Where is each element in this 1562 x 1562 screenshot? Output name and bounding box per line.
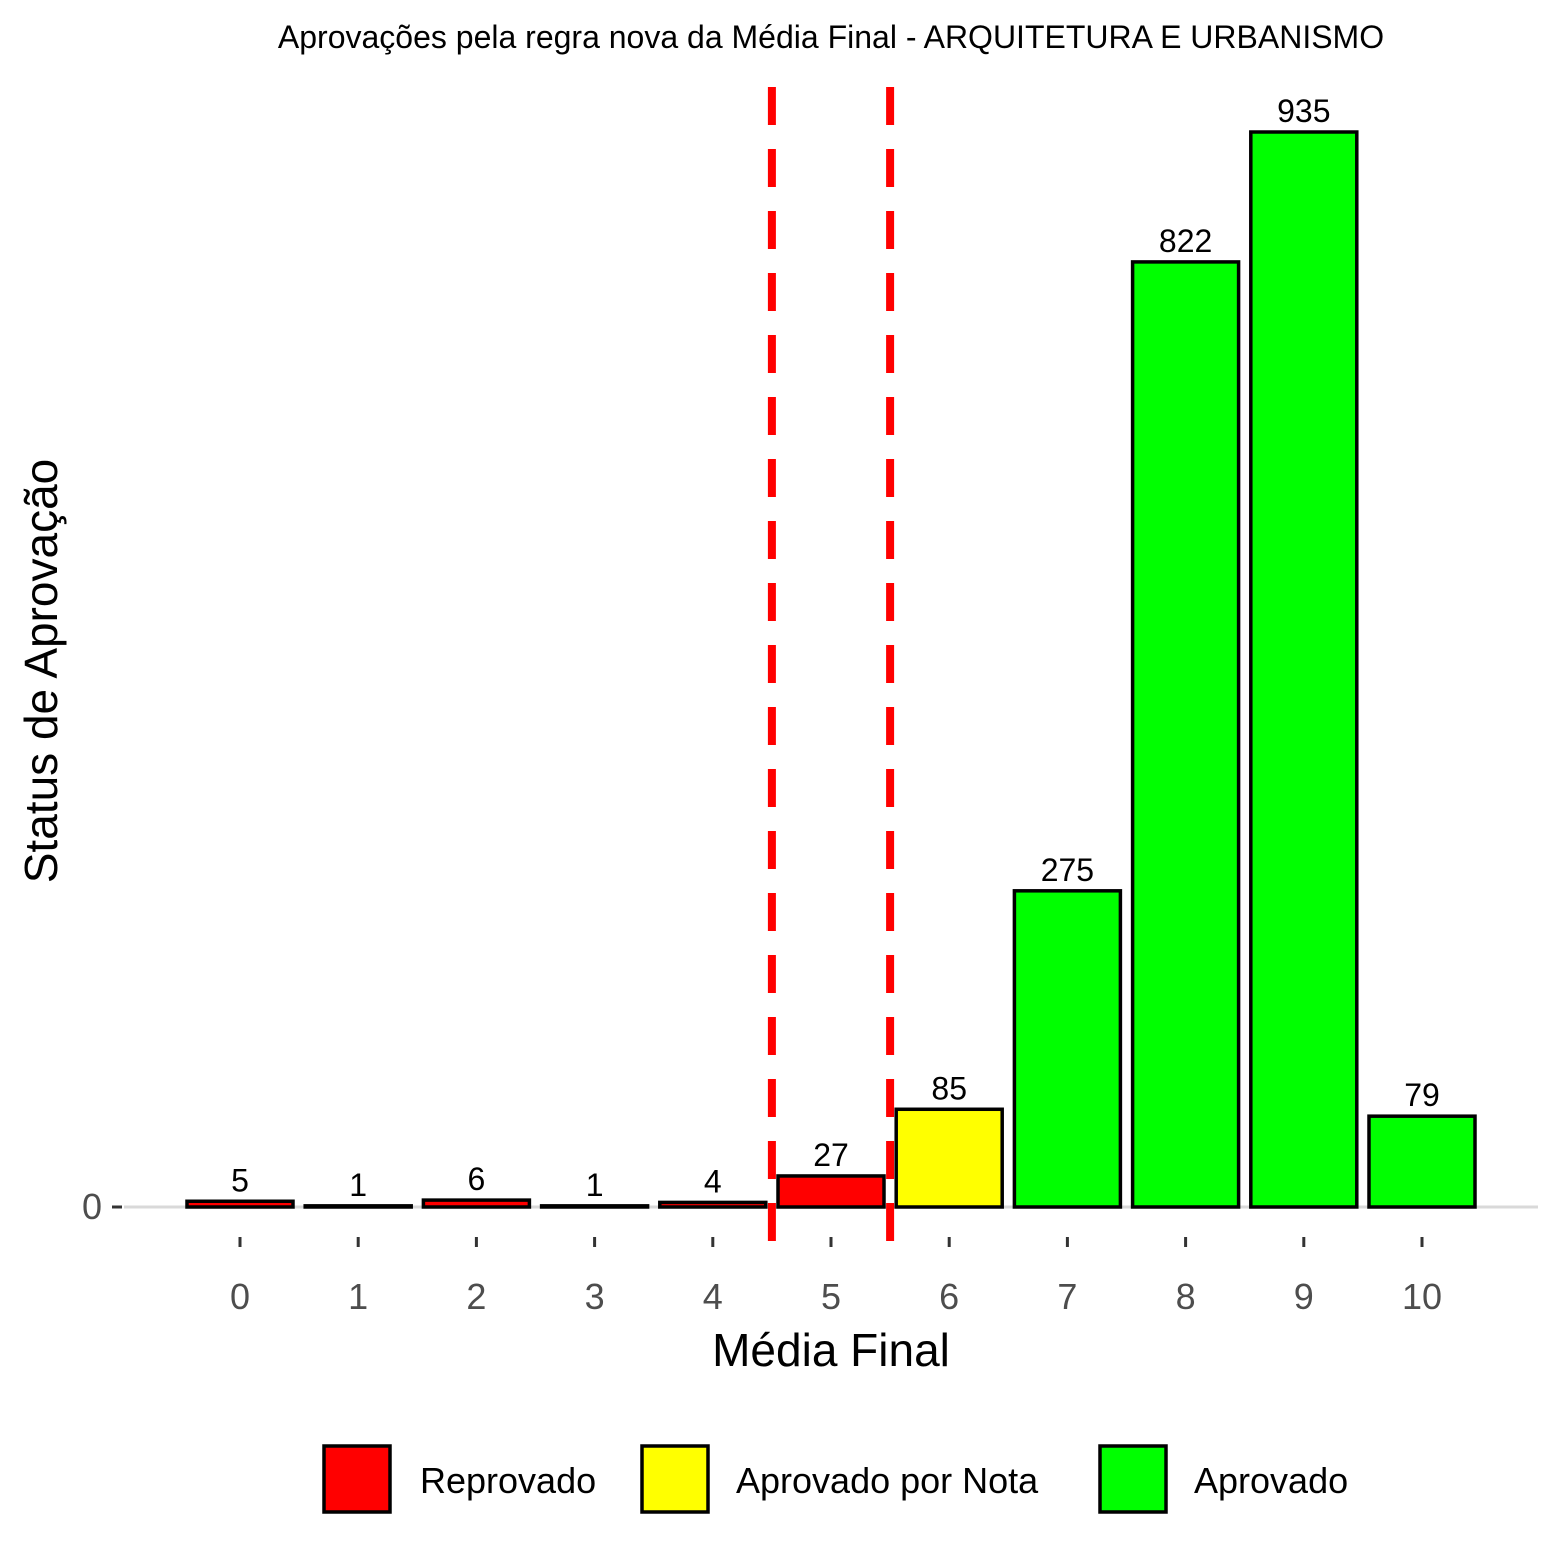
data-label-7: 275	[1041, 852, 1094, 888]
bar-5	[776, 1174, 886, 1209]
data-labels-layer: 5 1 6 1 4 27 85 275 822 935 79	[231, 93, 1440, 1203]
legend-swatch-1	[322, 1444, 392, 1514]
x-tick-label-6: 6	[939, 1276, 959, 1317]
data-label-6: 85	[931, 1070, 967, 1106]
x-tick-label-3: 3	[585, 1276, 605, 1317]
data-label-1: 1	[349, 1167, 367, 1203]
x-tick-label-1: 1	[348, 1276, 368, 1317]
x-tick-label-2: 2	[466, 1276, 486, 1317]
data-label-8: 822	[1159, 223, 1212, 259]
chart-title: Aprovações pela regra nova da Média Fina…	[278, 19, 1384, 55]
bar-7	[1012, 889, 1123, 1209]
legend-label-1: Reprovado	[420, 1460, 596, 1501]
data-label-2: 6	[468, 1161, 486, 1197]
x-axis: 0 1 2 3 4 5 6 7 8 9 10	[230, 1237, 1442, 1317]
x-tick-label-10: 10	[1402, 1276, 1442, 1317]
y-axis: 0	[82, 1186, 122, 1227]
data-label-5: 27	[813, 1137, 849, 1173]
data-label-10: 79	[1404, 1077, 1440, 1113]
bar-4	[658, 1200, 768, 1209]
legend: Reprovado Aprovado por Nota Aprovado	[322, 1444, 1348, 1514]
x-tick-label-4: 4	[703, 1276, 723, 1317]
legend-swatch-3	[1098, 1444, 1168, 1514]
x-axis-title: Média Final	[712, 1324, 950, 1376]
legend-swatch-2	[640, 1444, 710, 1514]
data-label-0: 5	[231, 1162, 249, 1198]
x-tick-label-9: 9	[1294, 1276, 1314, 1317]
y-tick-label: 0	[82, 1186, 102, 1227]
bar-6	[894, 1107, 1004, 1209]
bar-9	[1249, 130, 1359, 1209]
bar-8	[1130, 260, 1241, 1209]
bar-3	[539, 1204, 650, 1209]
x-tick-label-5: 5	[821, 1276, 841, 1317]
bar-0	[185, 1199, 295, 1209]
bar-10	[1367, 1114, 1477, 1209]
x-tick-label-7: 7	[1057, 1276, 1077, 1317]
x-tick-label-0: 0	[230, 1276, 250, 1317]
bar-2	[421, 1198, 532, 1209]
legend-label-2: Aprovado por Nota	[736, 1460, 1039, 1501]
data-label-3: 1	[586, 1167, 604, 1203]
x-tick-label-8: 8	[1176, 1276, 1196, 1317]
bar-1	[303, 1204, 413, 1209]
bars-layer	[185, 130, 1477, 1209]
data-label-9: 935	[1277, 93, 1330, 129]
reference-lines-layer	[767, 87, 895, 1262]
legend-label-3: Aprovado	[1194, 1460, 1348, 1501]
y-axis-title: Status de Aprovação	[15, 459, 67, 884]
data-label-4: 4	[704, 1163, 722, 1199]
